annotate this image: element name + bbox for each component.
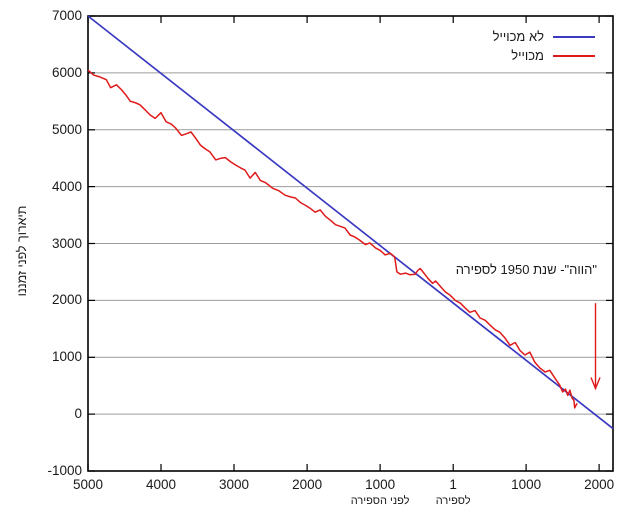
annotation-present-1950: "הווה"- שנת 1950 לספירה — [455, 262, 597, 277]
y-tick-label: -1000 — [47, 463, 82, 478]
legend-line-sample-uncalibrated — [553, 35, 595, 38]
legend-line-sample-calibrated — [553, 54, 595, 57]
legend-label-calibrated: מכוייל — [511, 48, 544, 63]
x-tick-label: 2000 — [292, 477, 323, 492]
uncalibrated-line — [87, 15, 614, 430]
y-tick-label: 2000 — [51, 292, 82, 308]
x-tick-label: 1 — [449, 477, 457, 492]
x-era-label: לספירה — [435, 495, 471, 507]
y-tick-label: 0 — [74, 406, 82, 422]
y-tick-label: 6000 — [51, 64, 82, 80]
x-tick-label: 1000 — [511, 477, 542, 492]
y-tick-label: 3000 — [51, 235, 82, 251]
x-tick-label: 1000 — [365, 477, 396, 492]
x-tick-label: 5000 — [72, 477, 104, 492]
y-tick-label: 7000 — [51, 8, 82, 23]
y-tick-label: 4000 — [51, 178, 82, 194]
legend-item-calibrated: מכוייל — [493, 46, 595, 65]
x-tick-label: 4000 — [145, 477, 177, 492]
y-tick-label: 5000 — [51, 121, 82, 137]
y-tick-label: 1000 — [51, 349, 82, 365]
x-tick-label: 2000 — [584, 477, 615, 492]
x-era-label: לפני הספירה — [350, 495, 410, 507]
annotation-arrow — [590, 303, 601, 391]
x-tick-label: 3000 — [218, 477, 250, 492]
legend: לא מכוייל מכוייל — [493, 27, 595, 65]
legend-item-uncalibrated: לא מכוייל — [493, 27, 595, 46]
calibrated-line — [87, 69, 578, 409]
legend-label-uncalibrated: לא מכוייל — [492, 29, 544, 44]
